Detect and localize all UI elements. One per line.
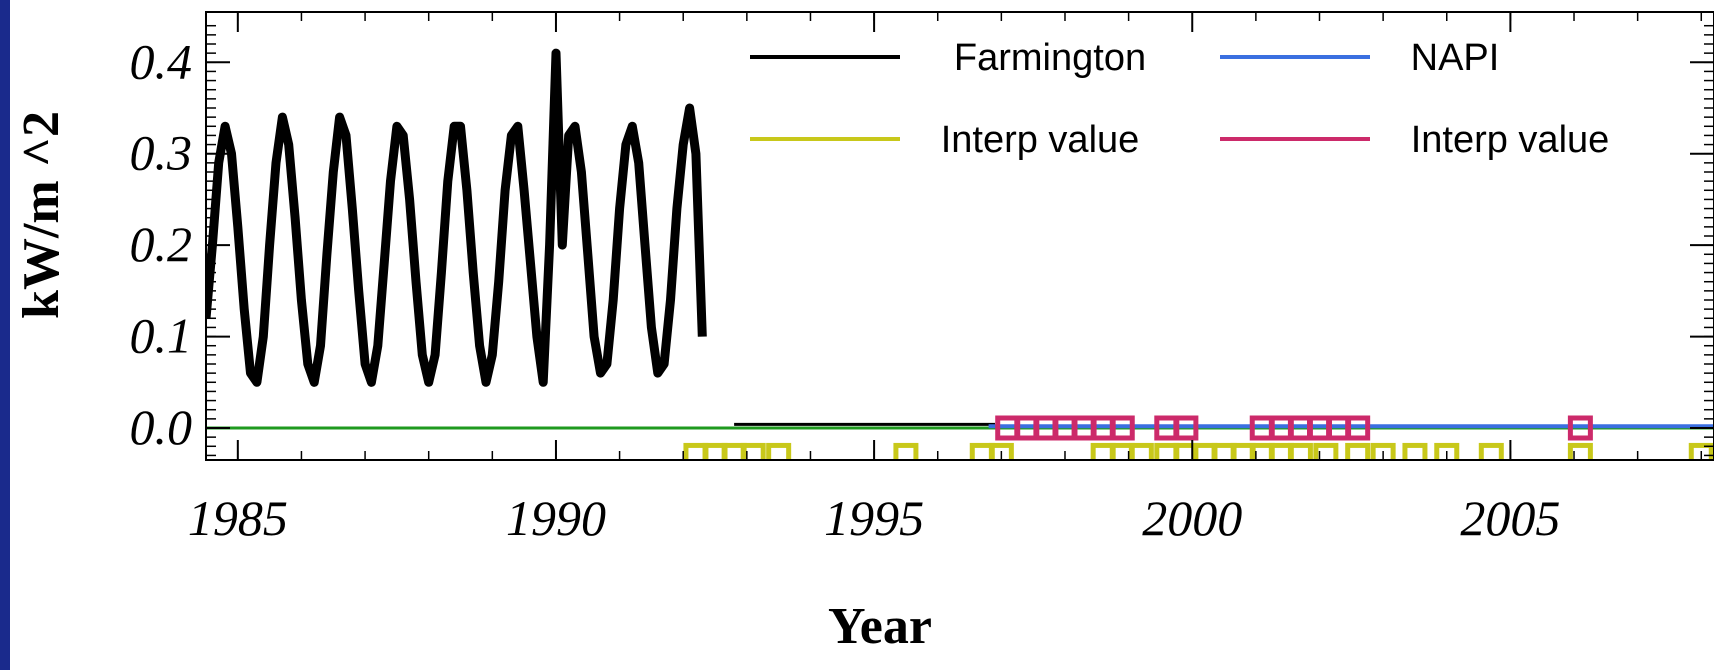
x-tick-label: 1995 xyxy=(824,490,924,546)
series-marker-2 xyxy=(740,442,766,460)
series-marker-2 xyxy=(766,442,792,460)
plot-frame xyxy=(205,11,1714,461)
series-marker-2 xyxy=(1402,442,1428,460)
y-tick-label: 0.4 xyxy=(130,33,193,89)
series-marker-3 xyxy=(1567,415,1593,441)
series-marker-2 xyxy=(988,442,1014,460)
series-line-0 xyxy=(206,48,707,387)
y-tick-label: 0.1 xyxy=(130,308,193,364)
series-marker-2 xyxy=(1567,442,1593,460)
series-marker-2 xyxy=(1128,442,1154,460)
series-marker-2 xyxy=(1370,442,1396,460)
series-marker-2 xyxy=(1313,442,1339,460)
y-tick-label: 0.3 xyxy=(130,125,193,181)
x-axis-title: Year xyxy=(828,598,932,655)
series-marker-2 xyxy=(1287,442,1313,460)
series-marker-2 xyxy=(1434,442,1460,460)
y-axis-title: kW/m ^2 xyxy=(13,111,70,319)
series-marker-2 xyxy=(1345,442,1371,460)
y-tick-label: 0.0 xyxy=(130,399,193,455)
x-tick-label: 2000 xyxy=(1142,490,1242,546)
y-tick-label: 0.2 xyxy=(130,216,193,272)
legend-label-2: Interp value xyxy=(941,119,1140,161)
series-marker-3 xyxy=(1345,415,1371,441)
series-marker-3 xyxy=(1109,415,1135,441)
x-tick-label: 2005 xyxy=(1460,490,1560,546)
chart-svg: 0.0 0.1 0.2 0.3 0.4 1985 1990 1995 2000 2005 Farm… xyxy=(13,11,1714,655)
x-tick-label: 1985 xyxy=(188,490,288,546)
legend-label-0: Farmington xyxy=(954,37,1146,79)
x-tick-label: 1990 xyxy=(506,490,606,546)
series-marker-2 xyxy=(893,442,919,460)
chart-canvas: 0.0 0.1 0.2 0.3 0.4 1985 1990 1995 2000 2005 Farm… xyxy=(10,0,1714,670)
series-marker-2 xyxy=(1478,442,1504,460)
legend-label-3: Interp value xyxy=(1411,119,1610,161)
series-marker-3 xyxy=(1173,415,1199,441)
legend-label-1: NAPI xyxy=(1411,37,1500,79)
